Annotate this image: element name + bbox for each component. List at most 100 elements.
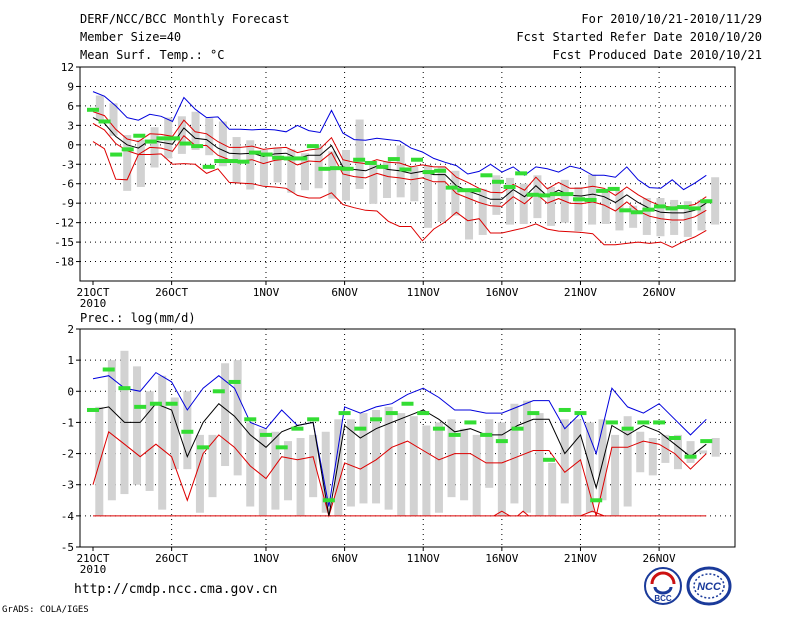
prec-ensemble-box <box>321 431 330 513</box>
temp-ensemble-box <box>506 177 515 225</box>
temp-ensemble-box <box>177 116 186 154</box>
temp-ensemble-box <box>642 197 651 235</box>
temp-plot-frame <box>79 66 736 282</box>
prec-observation-marker <box>149 401 162 406</box>
prec-ensemble-box <box>372 409 381 504</box>
prec-ensemble-box <box>535 413 544 516</box>
prec-ensemble-box <box>434 422 443 513</box>
prec-observation-marker <box>165 401 178 406</box>
temp-observation-marker <box>457 188 470 193</box>
prec-observation-marker <box>244 417 257 422</box>
temp-ytick-label: 3 <box>67 119 74 132</box>
ncc-logo-text: NCC <box>697 581 722 593</box>
temp-mean-high-line <box>92 111 707 208</box>
prec-ytick-label: -3 <box>61 479 74 492</box>
temp-ensemble-box <box>601 189 610 224</box>
prec-lower-line <box>92 430 707 518</box>
prec-observation-marker <box>134 404 147 409</box>
prec-observation-marker <box>181 429 194 434</box>
temp-observation-marker <box>700 199 713 204</box>
temp-xtick-label: 26NOV <box>643 286 676 299</box>
temp-xtick-label: 21OCT <box>76 286 109 299</box>
temp-observation-marker <box>167 136 180 141</box>
temp-ensemble-box <box>355 119 364 189</box>
prec-observation-marker <box>417 411 430 416</box>
temp-observation-marker <box>156 136 169 141</box>
temp-observation-marker <box>214 159 227 164</box>
temp-observation-marker <box>549 192 562 197</box>
prec-ensemble-box <box>598 419 607 501</box>
temp-observation-marker <box>538 193 551 198</box>
temp-observation-marker <box>688 206 701 211</box>
prec-observation-marker <box>684 454 697 459</box>
temp-ensemble-box <box>629 205 638 228</box>
temp-observation-marker <box>295 156 308 161</box>
prec-observation-marker <box>511 426 524 431</box>
prec-ytick-label: 1 <box>67 354 74 367</box>
temp-ensemble-box <box>205 118 214 156</box>
prec-floor-bump <box>493 510 510 517</box>
prec-observation-marker <box>432 426 445 431</box>
temp-observation-marker <box>353 157 366 162</box>
prec-observation-marker <box>543 457 556 462</box>
prec-ensemble-box <box>510 403 519 504</box>
temp-xtick-label: 6NOV <box>331 286 358 299</box>
temp-observation-marker <box>272 155 285 160</box>
temp-ensemble-box <box>300 153 309 191</box>
prec-observation-marker <box>590 498 603 503</box>
temp-ensemble-box <box>191 111 200 151</box>
prec-ytick-label: -1 <box>61 416 74 429</box>
temp-observation-marker <box>133 133 146 138</box>
temp-observation-marker <box>503 184 516 189</box>
prec-xtick-label: 6NOV <box>331 552 358 565</box>
prec-ensemble-box <box>271 431 280 510</box>
prec-ensemble-box <box>246 422 255 507</box>
temp-observation-marker <box>677 205 690 210</box>
prec-ensemble-box <box>334 419 343 516</box>
prec-observation-marker <box>322 498 335 503</box>
temp-ensemble-box <box>109 103 118 136</box>
temp-ensemble-box <box>95 95 104 121</box>
temp-observation-marker <box>376 164 389 169</box>
bcc-logo: BCC <box>644 567 682 605</box>
prec-ensemble-box <box>145 391 154 491</box>
footer-url[interactable]: http://cmdp.ncc.cma.gov.cn <box>74 582 278 597</box>
prec-observation-marker <box>401 401 414 406</box>
prec-upper-line <box>92 371 707 507</box>
prec-observation-marker <box>637 420 650 425</box>
temp-observation-marker <box>98 119 111 124</box>
prec-ensemble-box <box>711 438 720 457</box>
prec-ensemble-box <box>699 450 708 454</box>
prec-ensemble-box <box>170 397 179 470</box>
prec-xtick-label: 16NOV <box>485 552 518 565</box>
temp-upper-line <box>92 91 707 191</box>
prec-ensemble-box <box>460 428 469 501</box>
prec-ensemble-box <box>258 428 267 516</box>
prec-ensemble-box <box>485 419 494 488</box>
prec-observation-marker <box>197 445 210 450</box>
temp-ensemble-box <box>478 188 487 235</box>
temp-lower-line <box>92 141 707 248</box>
prec-ensemble-box <box>107 360 116 501</box>
temp-observation-marker <box>248 150 261 155</box>
temp-observation-marker <box>607 186 620 191</box>
temp-ytick-label: -3 <box>61 158 74 171</box>
prec-ensemble-box <box>283 441 292 501</box>
temp-observation-marker <box>237 159 250 164</box>
bcc-logo-text: BCC <box>654 594 672 603</box>
prec-xtick-label: 26NOV <box>643 552 676 565</box>
temp-ensemble-box <box>273 147 282 183</box>
prec-observation-marker <box>480 432 493 437</box>
prec-plot-frame <box>79 328 736 548</box>
prec-ensemble-box <box>346 419 355 507</box>
temp-ensemble-box <box>328 151 337 199</box>
prec-ensemble-box <box>611 434 620 516</box>
temp-observation-marker <box>434 168 447 173</box>
temp-observation-marker <box>480 173 493 178</box>
temp-ytick-label: 6 <box>67 100 74 113</box>
temp-ensemble-box <box>547 186 556 226</box>
temp-ensemble-box <box>697 199 706 231</box>
prec-ensemble-box <box>523 400 532 513</box>
temp-observation-marker <box>561 192 574 197</box>
